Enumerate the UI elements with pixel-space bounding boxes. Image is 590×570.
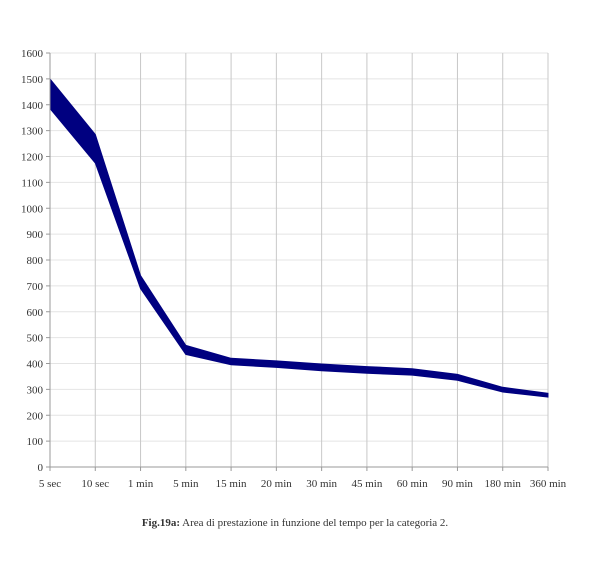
y-tick-label: 300 <box>27 384 44 396</box>
x-tick-label: 90 min <box>442 478 473 490</box>
chart: 0 100 200 300 400 500 600 700 800 900 1000 1100 1200… <box>21 48 567 490</box>
y-tick-label: 600 <box>27 307 44 319</box>
figure-caption-text: Area di prestazione in funzione del temp… <box>180 517 449 529</box>
y-tick-label: 1500 <box>21 74 44 86</box>
y-tick-label: 1000 <box>21 203 44 215</box>
gridlines <box>50 52 549 467</box>
y-tick-label: 700 <box>27 281 44 293</box>
x-tick-label: 360 min <box>530 478 567 490</box>
x-tick-label: 10 sec <box>81 478 109 490</box>
y-tick-label: 1600 <box>21 48 44 60</box>
x-tick-label: 1 min <box>128 478 154 490</box>
y-tick-label: 900 <box>27 229 44 241</box>
y-tick-label: 1200 <box>21 152 44 164</box>
performance-area <box>49 77 549 398</box>
y-axis-ticks: 0 100 200 300 400 500 600 700 800 900 1000 1100 1200… <box>21 48 50 474</box>
x-tick-label: 5 min <box>173 478 199 490</box>
y-tick-label: 0 <box>38 462 44 474</box>
x-tick-label: 180 min <box>485 478 522 490</box>
y-tick-label: 100 <box>27 436 44 448</box>
performance-band <box>49 77 549 398</box>
figure-caption-label: Fig.19a: <box>141 517 181 529</box>
x-tick-label: 60 min <box>397 478 428 490</box>
x-tick-label: 5 sec <box>39 478 61 490</box>
y-tick-label: 800 <box>27 255 44 267</box>
y-tick-label: 500 <box>27 333 44 345</box>
figure-caption: Fig.19a: Area di prestazione in funzione… <box>0 517 590 529</box>
x-tick-label: 45 min <box>351 478 382 490</box>
y-tick-label: 200 <box>27 410 44 422</box>
y-tick-label: 400 <box>27 359 44 371</box>
y-tick-label: 1100 <box>21 177 43 189</box>
x-tick-label: 15 min <box>216 478 247 490</box>
x-tick-label: 30 min <box>306 478 337 490</box>
y-tick-label: 1400 <box>21 100 44 112</box>
x-tick-label: 20 min <box>261 478 292 490</box>
y-tick-label: 1300 <box>21 126 44 138</box>
x-axis-ticks: 5 sec 10 sec 1 min 5 min 15 min 20 min 30 min 4… <box>39 467 567 490</box>
